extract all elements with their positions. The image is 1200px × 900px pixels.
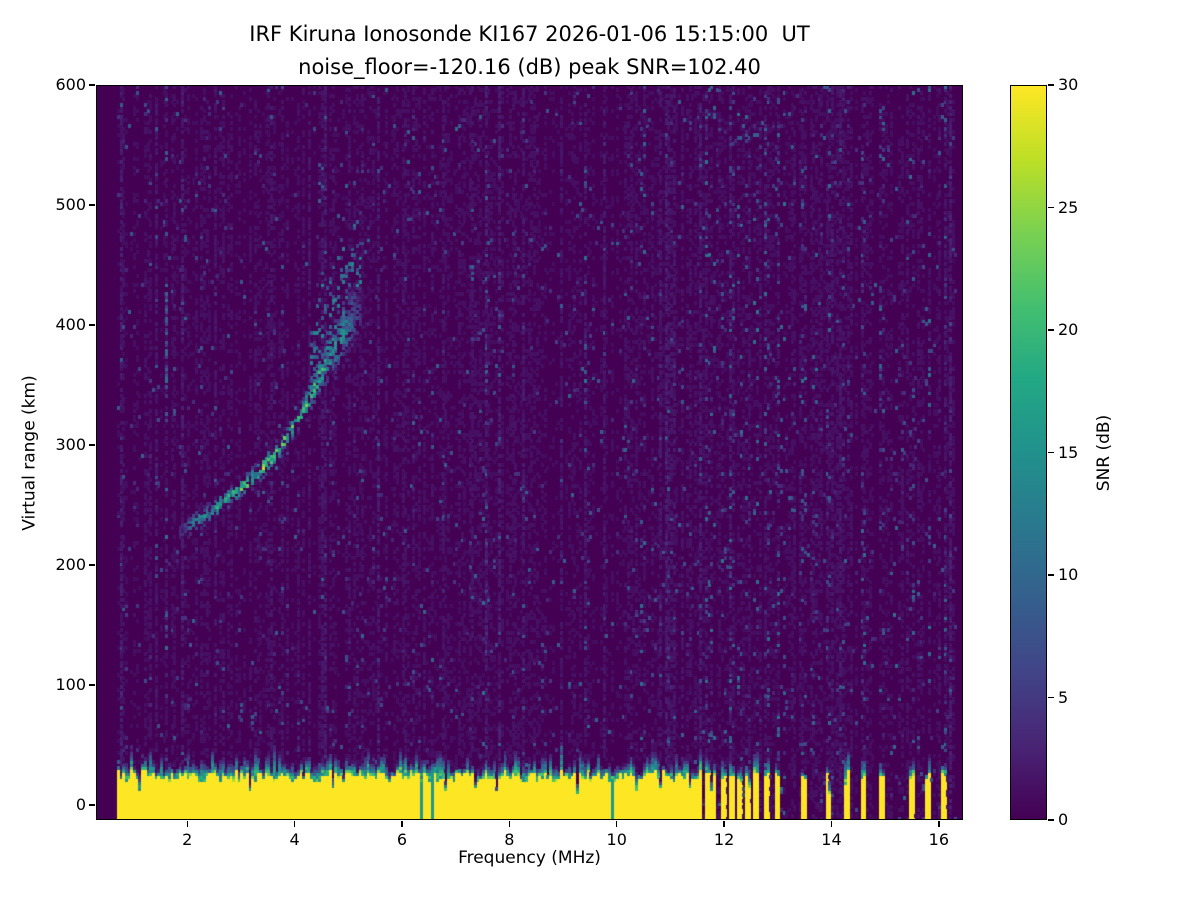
colorbar (1010, 85, 1047, 820)
y-tick-label: 100 (55, 675, 86, 694)
x-tick-label: 4 (289, 830, 300, 849)
colorbar-tick-label: 0 (1058, 810, 1069, 829)
colorbar-tick-mark (1048, 329, 1054, 331)
colorbar-tick-label: 10 (1058, 565, 1079, 584)
chart-subtitle: noise_floor=-120.16 (dB) peak SNR=102.40 (298, 55, 761, 79)
x-tick-mark (186, 821, 188, 827)
x-tick-label: 16 (928, 830, 949, 849)
x-tick-mark (615, 821, 618, 827)
x-tick-mark (293, 821, 296, 827)
x-tick-label: 10 (606, 830, 627, 849)
colorbar-tick-mark (1048, 451, 1054, 454)
x-tick-mark (830, 821, 833, 827)
y-tick-mark (89, 804, 95, 806)
x-tick-label: 6 (396, 830, 408, 849)
x-tick-mark (508, 821, 511, 827)
y-tick-label: 600 (55, 75, 86, 94)
x-axis-label: Frequency (MHz) (458, 848, 601, 868)
colorbar-tick-mark (1048, 574, 1054, 576)
colorbar-tick-mark (1048, 84, 1054, 86)
y-tick-mark (89, 684, 95, 686)
y-tick-mark (89, 204, 95, 206)
x-tick-label: 2 (182, 830, 193, 849)
colorbar-tick-label: 25 (1058, 197, 1079, 217)
y-tick-label: 200 (55, 555, 86, 574)
x-tick-label: 8 (504, 830, 515, 849)
x-tick-label: 12 (713, 830, 735, 849)
chart-title: IRF Kiruna Ionosonde KI167 2026-01-06 15… (249, 22, 810, 46)
y-tick-label: 500 (55, 195, 86, 214)
colorbar-tick-mark (1048, 696, 1054, 699)
colorbar-tick-label: 15 (1058, 442, 1079, 462)
y-tick-label: 0 (75, 795, 86, 814)
x-tick-mark (938, 821, 940, 827)
colorbar-tick-label: 5 (1058, 687, 1069, 707)
y-tick-mark (89, 564, 95, 566)
y-tick-mark (89, 84, 95, 86)
x-tick-mark (723, 821, 725, 827)
colorbar-tick-label: 30 (1058, 75, 1079, 94)
y-tick-label: 300 (55, 435, 86, 454)
y-tick-label: 400 (55, 315, 86, 334)
y-tick-mark (89, 324, 95, 326)
colorbar-tick-mark (1048, 206, 1054, 209)
x-tick-mark (401, 821, 403, 827)
x-tick-label: 14 (821, 830, 842, 849)
colorbar-tick-mark (1048, 819, 1054, 821)
colorbar-tick-label: 20 (1058, 320, 1079, 339)
heatmap-canvas (96, 85, 963, 820)
y-tick-mark (89, 444, 95, 446)
